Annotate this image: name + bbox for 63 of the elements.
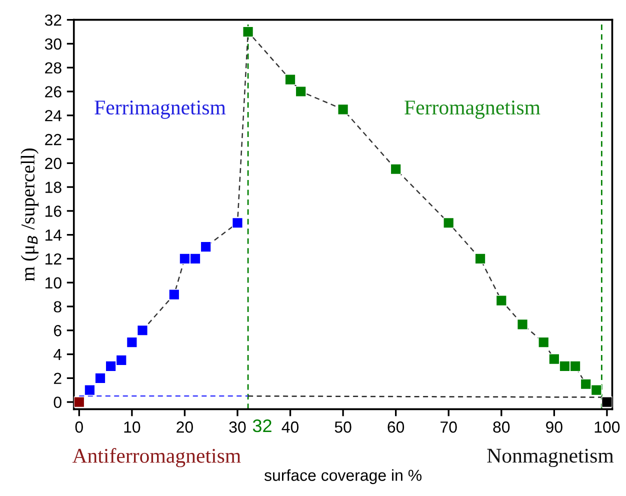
point <box>590 384 602 396</box>
y-tick-label: 12 <box>46 253 62 264</box>
y-tick-label: 22 <box>45 134 62 146</box>
y-tick-label: 30 <box>44 38 62 50</box>
y-tick-label: 2 <box>54 372 62 384</box>
x-tick-label: 100 <box>594 421 620 433</box>
point <box>517 318 528 330</box>
y-tick-label: 24 <box>45 110 62 122</box>
point <box>84 384 96 396</box>
y-tick-label: 4 <box>54 349 62 360</box>
x-axis-title: surface coverage in % <box>264 469 422 484</box>
point <box>496 295 507 306</box>
point <box>338 104 349 115</box>
point <box>190 253 201 264</box>
point <box>538 336 550 348</box>
point <box>580 378 592 390</box>
point <box>443 217 454 228</box>
point <box>74 396 85 408</box>
point <box>548 354 560 365</box>
point <box>295 86 306 97</box>
point <box>284 74 296 86</box>
x-tick-label: 60 <box>388 421 404 433</box>
y-tick-label: 8 <box>54 301 62 312</box>
ref-line-label: 32 <box>252 419 272 432</box>
y-axis-title: m (μ$_{B}$ /supercell) <box>20 148 39 282</box>
y-tick-label: 16 <box>46 206 62 217</box>
annotation: Ferromagnetism <box>404 100 540 119</box>
point <box>474 253 486 264</box>
x-tick-label: 20 <box>176 421 193 433</box>
x-tick-label: 80 <box>493 421 510 433</box>
x-tick-label: 30 <box>229 421 246 433</box>
point <box>168 289 180 300</box>
point <box>200 241 212 252</box>
point <box>559 360 570 372</box>
y-tick-label: 14 <box>46 230 62 241</box>
y-tick-label: 18 <box>46 182 62 193</box>
x-tick-label: 40 <box>282 421 299 433</box>
y-tick-label: 10 <box>46 277 62 289</box>
point <box>126 336 138 348</box>
x-tick-label: 50 <box>334 421 352 433</box>
point <box>136 324 148 336</box>
x-tick-label: 10 <box>124 421 140 433</box>
point <box>179 253 190 264</box>
x-tick-label: 70 <box>440 421 457 433</box>
annotation: Antiferromagnetism <box>72 448 241 468</box>
point <box>232 217 243 228</box>
y-tick-label: 28 <box>45 62 62 74</box>
point <box>570 360 581 372</box>
point <box>242 26 254 38</box>
point <box>105 360 116 372</box>
y-tick-label: 0 <box>54 396 62 408</box>
x-tick-label: 0 <box>75 421 83 433</box>
y-tick-label: 32 <box>44 14 62 26</box>
point <box>601 396 612 408</box>
annotation: Nonmagnetism <box>487 448 614 468</box>
point <box>116 354 127 366</box>
annotation: Ferrimagnetism <box>94 100 226 119</box>
y-tick-label: 6 <box>54 325 62 336</box>
x-tick-label: 90 <box>546 421 562 433</box>
point <box>94 372 106 384</box>
y-tick-label: 26 <box>45 86 62 98</box>
y-tick-label: 20 <box>45 158 62 170</box>
point <box>390 164 402 175</box>
